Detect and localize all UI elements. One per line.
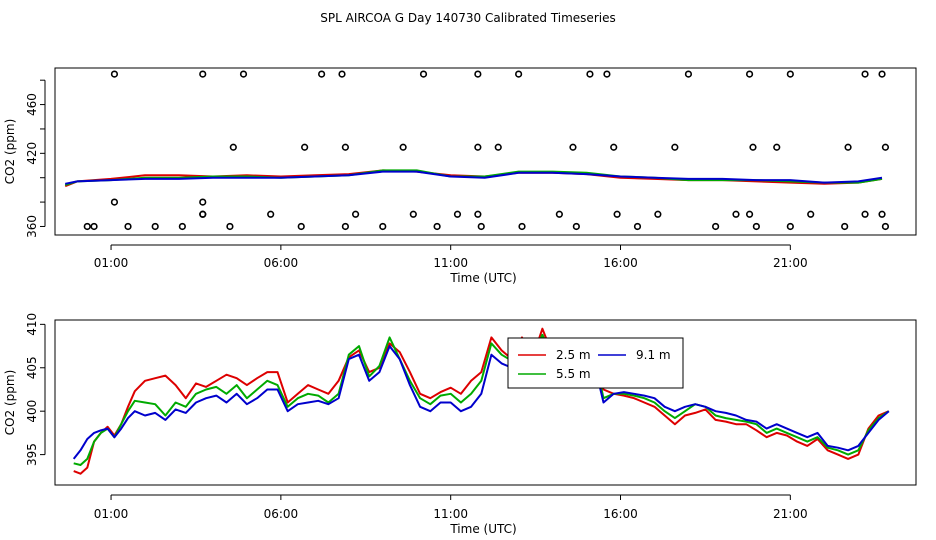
calibration-marker — [841, 222, 849, 231]
calibration-marker — [518, 222, 526, 231]
calibration-marker — [433, 222, 441, 231]
calibration-marker — [569, 143, 577, 151]
calibration-marker — [399, 143, 407, 151]
legend-label: 2.5 m — [556, 348, 591, 362]
y-axis-label: CO2 (ppm) — [3, 370, 17, 436]
y-tick-label: 360 — [25, 215, 39, 238]
y-tick-label: 405 — [25, 356, 39, 379]
calibration-marker — [881, 222, 890, 231]
calibration-marker — [515, 70, 523, 78]
x-tick-label: 06:00 — [264, 507, 299, 521]
y-tick-label: 420 — [25, 142, 39, 165]
chart-title: SPL AIRCOA G Day 140730 Calibrated Times… — [320, 11, 615, 25]
calibration-marker — [603, 70, 611, 78]
calibration-marker — [861, 70, 869, 78]
calibration-marker — [633, 222, 642, 231]
calibration-marker — [338, 70, 346, 78]
calibration-marker — [301, 143, 309, 151]
calibration-marker — [494, 143, 502, 151]
x-tick-label: 01:00 — [94, 507, 129, 521]
calibration-marker — [749, 143, 757, 151]
calibration-marker — [178, 222, 186, 231]
calibration-marker — [199, 210, 207, 218]
legend: 2.5 m 5.5 m 9.1 m — [507, 337, 684, 389]
calibration-marker — [419, 70, 428, 78]
calibration-marker — [474, 143, 482, 151]
calibration-marker — [83, 222, 91, 231]
series-line-2-5-m — [73, 327, 890, 475]
calibration-marker — [684, 70, 693, 78]
x-tick-label: 11:00 — [433, 256, 468, 270]
calibration-marker — [474, 210, 482, 218]
calibration-marker — [199, 198, 207, 206]
calibration-marker — [786, 222, 794, 231]
series-line-5-5-m — [73, 333, 890, 466]
calibration-marker — [297, 222, 305, 231]
calibration-marker — [110, 198, 119, 206]
calibration-marker — [124, 222, 132, 231]
calibration-marker — [654, 210, 662, 218]
y-tick-label: 400 — [25, 400, 39, 423]
y-tick-label: 410 — [25, 313, 39, 336]
calibration-marker — [341, 143, 349, 151]
calibration-marker — [151, 222, 159, 231]
y-tick-label: 395 — [25, 443, 39, 466]
calibration-marker — [610, 143, 618, 151]
calibration-marker — [318, 70, 326, 78]
bottom-panel: 01:00 06:00 11:00 16:00 21:00 395 400 405 410 Tim… — [3, 313, 917, 536]
calibration-marker — [732, 210, 740, 218]
calibration-marker — [351, 210, 360, 218]
legend-label: 9.1 m — [636, 348, 671, 362]
x-tick-label: 21:00 — [773, 507, 808, 521]
plot-frame — [54, 319, 917, 486]
calibration-marker — [379, 222, 387, 231]
x-axis-label: Time (UTC) — [449, 522, 516, 536]
calibration-marker — [453, 210, 462, 218]
calibration-marker — [239, 70, 248, 78]
series-line-9-1-m — [72, 345, 890, 460]
calibration-marker — [752, 222, 760, 231]
y-axis-label: CO2 (ppm) — [3, 119, 17, 185]
calibration-marker — [881, 143, 890, 151]
calibration-marker — [229, 143, 237, 151]
x-tick-label: 21:00 — [773, 256, 808, 270]
calibration-marker — [555, 210, 563, 218]
calibration-marker — [110, 70, 119, 78]
calibration-marker — [267, 210, 275, 218]
legend-box — [507, 337, 684, 389]
calibration-marker — [745, 70, 754, 78]
x-tick-label: 16:00 — [603, 256, 638, 270]
calibration-marker — [878, 210, 886, 218]
calibration-marker — [712, 222, 720, 231]
top-panel: 01:00 06:00 11:00 16:00 21:00 360 420 460 Time (… — [3, 67, 917, 285]
calibration-marker — [878, 70, 886, 78]
calibration-marker — [745, 210, 754, 218]
calibration-marker — [572, 222, 580, 231]
calibration-marker — [786, 70, 794, 78]
calibration-marker — [199, 70, 207, 78]
calibration-marker — [613, 210, 621, 218]
legend-label: 5.5 m — [556, 367, 591, 381]
calibration-marker — [844, 143, 852, 151]
plot-frame — [54, 67, 917, 236]
x-axis-label: Time (UTC) — [449, 271, 516, 285]
calibration-marker — [477, 222, 485, 231]
calibration-marker — [671, 143, 679, 151]
calibration-marker — [226, 222, 234, 231]
x-tick-label: 11:00 — [433, 507, 468, 521]
y-tick-label: 460 — [25, 93, 39, 116]
calibration-marker — [409, 210, 417, 218]
series-line-9-1-m — [65, 170, 883, 185]
calibration-marker — [90, 222, 98, 231]
calibration-marker — [474, 70, 482, 78]
calibration-marker — [341, 222, 349, 231]
calibration-marker — [586, 70, 594, 78]
calibration-marker — [807, 210, 815, 218]
x-tick-label: 16:00 — [603, 507, 638, 521]
x-tick-label: 06:00 — [264, 256, 299, 270]
calibration-marker — [773, 143, 781, 151]
x-tick-label: 01:00 — [94, 256, 129, 270]
calibration-marker — [861, 210, 869, 218]
